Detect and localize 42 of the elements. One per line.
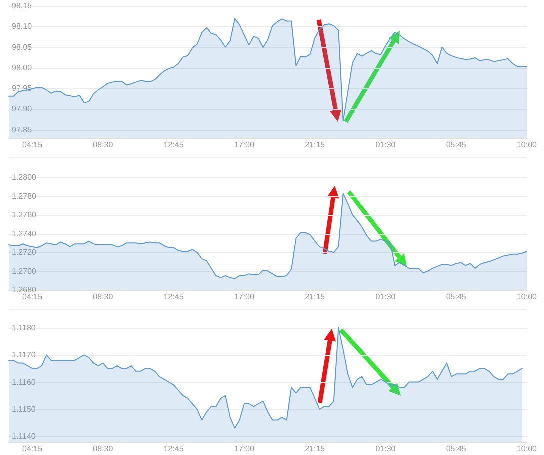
y-tick-label: 1.2760 xyxy=(12,210,38,220)
y-tick-label: 97.90 xyxy=(12,104,33,114)
y-tick-label: 98.00 xyxy=(12,63,33,72)
y-tick-label: 1.1170 xyxy=(12,350,36,360)
y-tick-label: 1.2740 xyxy=(12,229,38,238)
x-tick-label: 21:15 xyxy=(305,444,326,454)
y-tick-label: 1.1180 xyxy=(12,324,36,332)
x-tick-label: 12:45 xyxy=(164,444,184,454)
y-tick-label: 1.2720 xyxy=(12,248,38,258)
y-tick-label: 1.2700 xyxy=(12,266,38,276)
x-tick-label: 05:45 xyxy=(446,292,467,302)
x-tick-label: 05:45 xyxy=(446,140,467,150)
x-tick-label: 08:30 xyxy=(93,292,114,302)
y-tick-label: 1.2780 xyxy=(12,192,38,201)
x-tick-label: 05:45 xyxy=(446,444,467,454)
y-tick-label: 1.1150 xyxy=(12,404,36,414)
x-tick-label: 17:00 xyxy=(234,292,256,302)
x-tick-label: 12:45 xyxy=(164,140,184,150)
x-tick-label: 21:15 xyxy=(305,140,326,150)
x-tick-label: 12:45 xyxy=(164,292,184,302)
x-tick-label: 04:15 xyxy=(22,444,44,454)
y-tick-label: 97.85 xyxy=(12,125,33,134)
x-tick-label: 04:15 xyxy=(22,292,44,302)
x-tick-label: 04:15 xyxy=(22,140,44,150)
x-tick-label: 08:30 xyxy=(93,444,114,454)
y-tick-label: 1.1140 xyxy=(12,432,36,442)
y-tick-label: 98.15 xyxy=(12,2,33,10)
x-tick-label: 17:00 xyxy=(234,444,256,454)
x-tick-label: 01:30 xyxy=(376,444,396,454)
x-tick-label: 10:00 xyxy=(516,140,538,150)
x-tick-label: 17:00 xyxy=(234,140,256,150)
x-tick-label: 01:30 xyxy=(376,292,396,302)
y-tick-label: 1.1160 xyxy=(12,378,36,387)
x-tick-label: 10:00 xyxy=(516,292,538,302)
y-tick-label: 98.10 xyxy=(12,22,33,32)
y-tick-label: 98.05 xyxy=(12,42,33,52)
y-tick-label: 1.2680 xyxy=(12,286,38,294)
x-tick-label: 08:30 xyxy=(93,140,114,150)
x-tick-label: 10:00 xyxy=(516,444,538,454)
x-tick-label: 01:30 xyxy=(376,140,396,150)
x-tick-label: 21:15 xyxy=(305,292,326,302)
y-tick-label: 1.2800 xyxy=(12,173,38,182)
